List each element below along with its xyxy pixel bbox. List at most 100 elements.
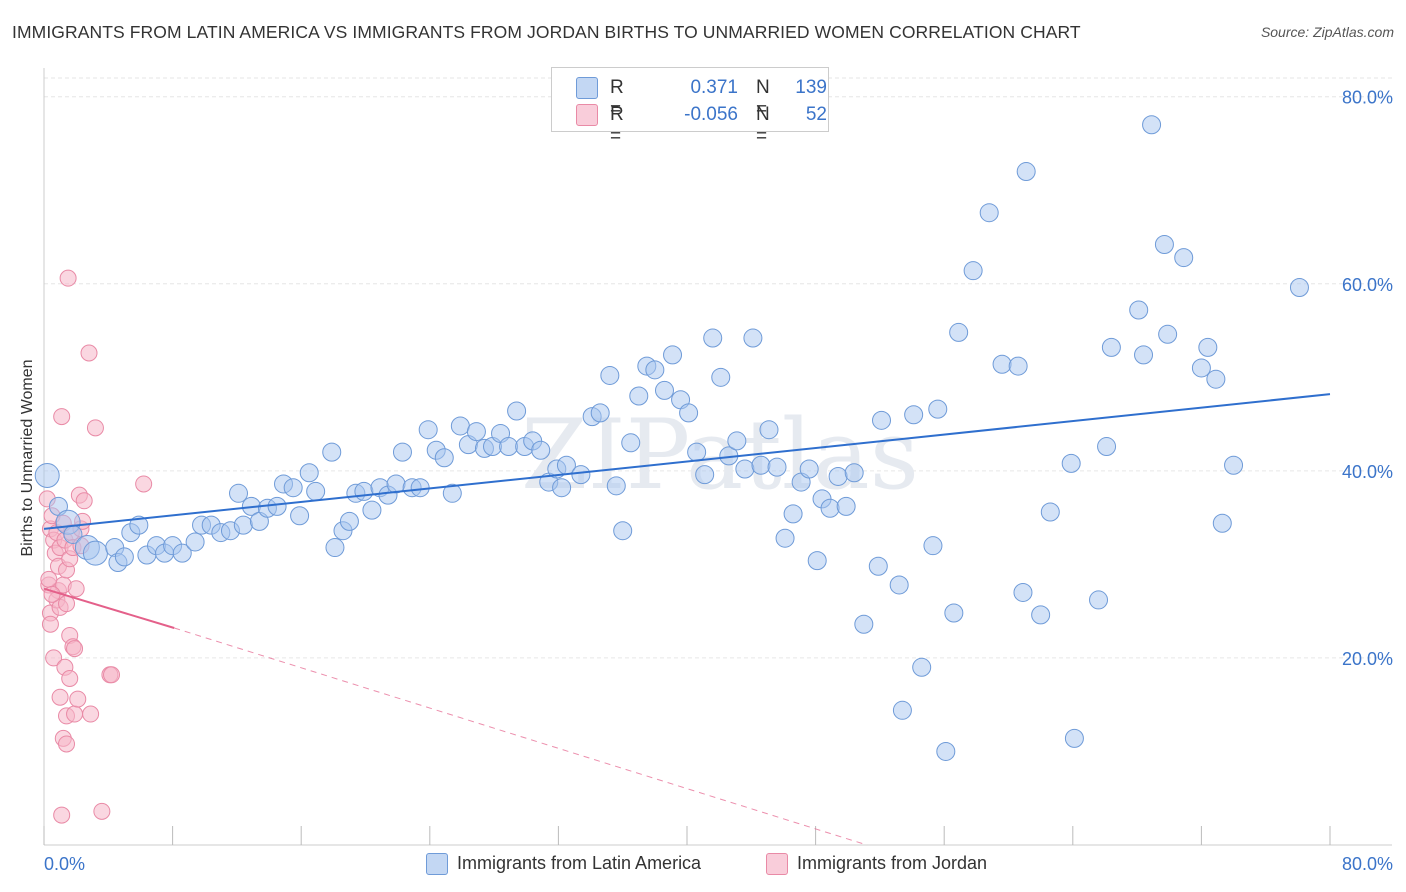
- latin-america-point: [1008, 356, 1028, 376]
- jordan-point: [59, 269, 77, 287]
- latin-america-point: [1016, 162, 1036, 182]
- jordan-point: [41, 615, 59, 633]
- jordan-point: [45, 649, 63, 667]
- jordan-points: [38, 269, 153, 824]
- legend-swatch-pink: [576, 104, 598, 126]
- latin-america-point: [1174, 248, 1194, 268]
- latin-america-point: [1129, 300, 1149, 320]
- latin-america-point: [410, 478, 430, 498]
- latin-america-point: [928, 399, 948, 419]
- latin-america-point: [466, 422, 486, 442]
- jordan-trend-extension: [174, 627, 868, 846]
- latin-america-point: [992, 354, 1012, 374]
- latin-america-point: [687, 442, 707, 462]
- latin-america-point: [1212, 513, 1232, 533]
- legend-r-value: -0.056: [684, 104, 738, 125]
- jordan-point: [58, 735, 76, 753]
- latin-america-point: [290, 506, 310, 526]
- jordan-point: [82, 705, 100, 723]
- latin-america-point: [872, 410, 892, 430]
- latin-america-point: [1013, 582, 1033, 602]
- jordan-point: [93, 802, 111, 820]
- tick-labels: 20.0% 40.0% 60.0% 80.0% 0.0% 80.0%: [44, 88, 1393, 874]
- x-tick-label: 80.0%: [1342, 854, 1393, 874]
- legend-n-value: 52: [805, 104, 827, 125]
- jordan-point: [53, 806, 71, 824]
- latin-america-point: [531, 440, 551, 460]
- y-tick-label: 60.0%: [1342, 275, 1393, 295]
- latin-america-point: [1154, 234, 1174, 254]
- latin-america-point: [571, 465, 591, 485]
- latin-america-point: [552, 478, 572, 498]
- latin-america-point: [233, 515, 253, 535]
- latin-america-point: [507, 401, 527, 421]
- latin-america-point: [362, 500, 382, 520]
- jordan-point: [67, 580, 85, 598]
- latin-america-point: [904, 405, 924, 425]
- latin-america-point: [892, 700, 912, 720]
- latin-america-point: [1089, 590, 1109, 610]
- legend-n-label: N =: [756, 77, 770, 120]
- latin-america-point: [34, 463, 60, 489]
- jordan-point: [66, 705, 84, 723]
- latin-america-point: [1198, 337, 1218, 357]
- latin-america-point: [386, 474, 406, 494]
- legend-n-value: 139: [795, 77, 827, 98]
- latin-america-point: [1061, 453, 1081, 473]
- latin-america-point: [1101, 337, 1121, 357]
- latin-america-point: [450, 416, 470, 436]
- latin-america-point: [963, 261, 983, 281]
- latin-america-point: [1097, 437, 1117, 457]
- latin-america-point: [912, 657, 932, 677]
- legend-r-label: R =: [610, 104, 624, 147]
- latin-america-point: [129, 515, 149, 535]
- latin-america-point: [759, 420, 779, 440]
- latin-america-point: [711, 367, 731, 387]
- y-tick-label: 40.0%: [1342, 462, 1393, 482]
- bottom-legend-label: Immigrants from Jordan: [797, 853, 988, 873]
- latin-america-point: [844, 463, 864, 483]
- latin-america-point: [944, 603, 964, 623]
- legend-r-value: 0.371: [690, 77, 738, 98]
- latin-america-point: [868, 556, 888, 576]
- axis-layer: [43, 68, 1392, 846]
- latin-america-point: [783, 504, 803, 524]
- bottom-legend-swatch-blue: [426, 853, 448, 875]
- latin-america-point: [743, 328, 763, 348]
- latin-america-point: [949, 322, 969, 342]
- latin-america-point: [936, 741, 956, 761]
- latin-america-point: [1040, 502, 1060, 522]
- latin-america-point: [767, 457, 787, 477]
- jordan-point: [40, 570, 58, 588]
- latin-america-point: [923, 536, 943, 556]
- latin-america-point: [499, 437, 519, 457]
- grid-layer: [44, 77, 1392, 659]
- latin-america-point: [434, 448, 454, 468]
- legend-r-label: R =: [610, 77, 624, 120]
- latin-america-point: [600, 365, 620, 385]
- latin-america-point: [629, 386, 649, 406]
- legend-swatch-blue: [576, 77, 598, 99]
- latin-america-point: [613, 521, 633, 541]
- latin-america-point: [442, 483, 462, 503]
- latin-america-point: [114, 547, 134, 567]
- latin-america-point: [695, 465, 715, 485]
- jordan-point: [66, 640, 84, 658]
- latin-america-point: [172, 543, 192, 563]
- jordan-trend-line: [43, 587, 175, 629]
- latin-america-point: [267, 496, 287, 516]
- latin-america-point: [1206, 369, 1226, 389]
- latin-america-point: [1191, 358, 1211, 378]
- jordan-point: [75, 492, 93, 510]
- chart-source: Source: ZipAtlas.com: [1260, 24, 1394, 40]
- latin-america-point: [354, 481, 374, 501]
- jordan-point: [80, 344, 98, 362]
- latin-america-point: [799, 459, 819, 479]
- latin-america-point: [339, 511, 359, 531]
- latin-america-point: [1031, 605, 1051, 625]
- latin-america-point: [645, 360, 665, 380]
- correlation-legend: R = 0.371 N = 139 R = -0.056 N = 52: [551, 67, 829, 147]
- latin-america-point: [299, 463, 319, 483]
- jordan-point: [51, 688, 69, 706]
